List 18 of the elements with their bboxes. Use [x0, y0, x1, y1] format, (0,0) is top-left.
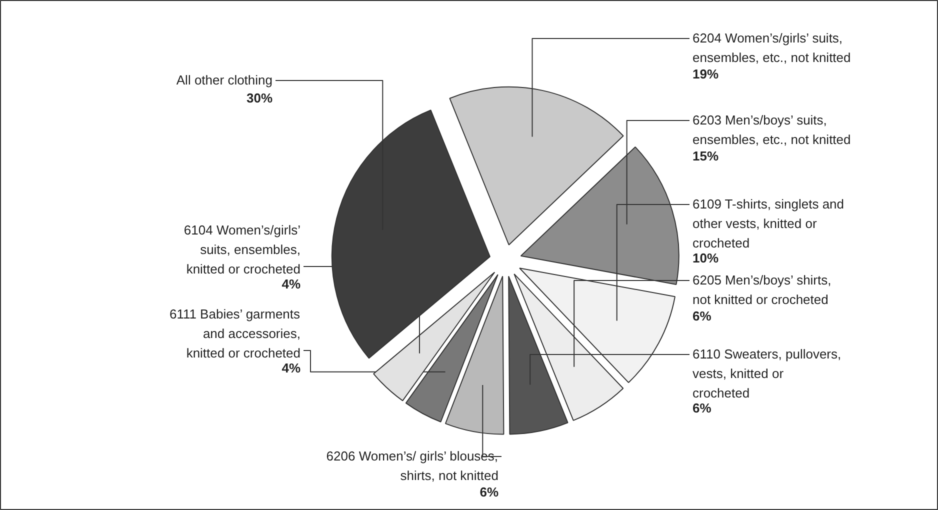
slice-label: 6203 Men’s/boys’ suits, ensembles, etc., not knitted — [692, 112, 851, 147]
slice-label: 6111 Babies’ garments and accessories, knitted or crocheted — [169, 306, 301, 360]
slice-label: All other clothing — [176, 72, 273, 88]
data-label: 4% — [282, 276, 301, 292]
data-label: 6% — [692, 308, 712, 324]
data-label: 6% — [480, 484, 499, 500]
data-label: 4% — [282, 360, 301, 376]
slice-label: 6206 Women’s/ girls’ blouses, shirts, not knitted — [326, 448, 499, 483]
slice-label: 6204 Women’s/girls’ suits, ensembles, etc., not knitted — [692, 30, 851, 65]
slice-label: 6109 T-shirts, singlets and other vests, knitted or crocheted — [692, 196, 844, 250]
slice-label: 6104 Women’s/girls’ suits, ensembles, knitted or crocheted — [184, 222, 301, 276]
data-label: 19% — [692, 66, 719, 82]
data-label: 15% — [692, 148, 719, 164]
slice-label: 6110 Sweaters, pullovers, vests, knitted or crocheted — [692, 346, 842, 400]
data-label: 10% — [692, 250, 719, 266]
slice-label: 6205 Men’s/boys’ shirts, not knitted or crocheted — [692, 272, 832, 307]
data-label: 6% — [692, 400, 712, 416]
data-label: 30% — [246, 90, 273, 106]
